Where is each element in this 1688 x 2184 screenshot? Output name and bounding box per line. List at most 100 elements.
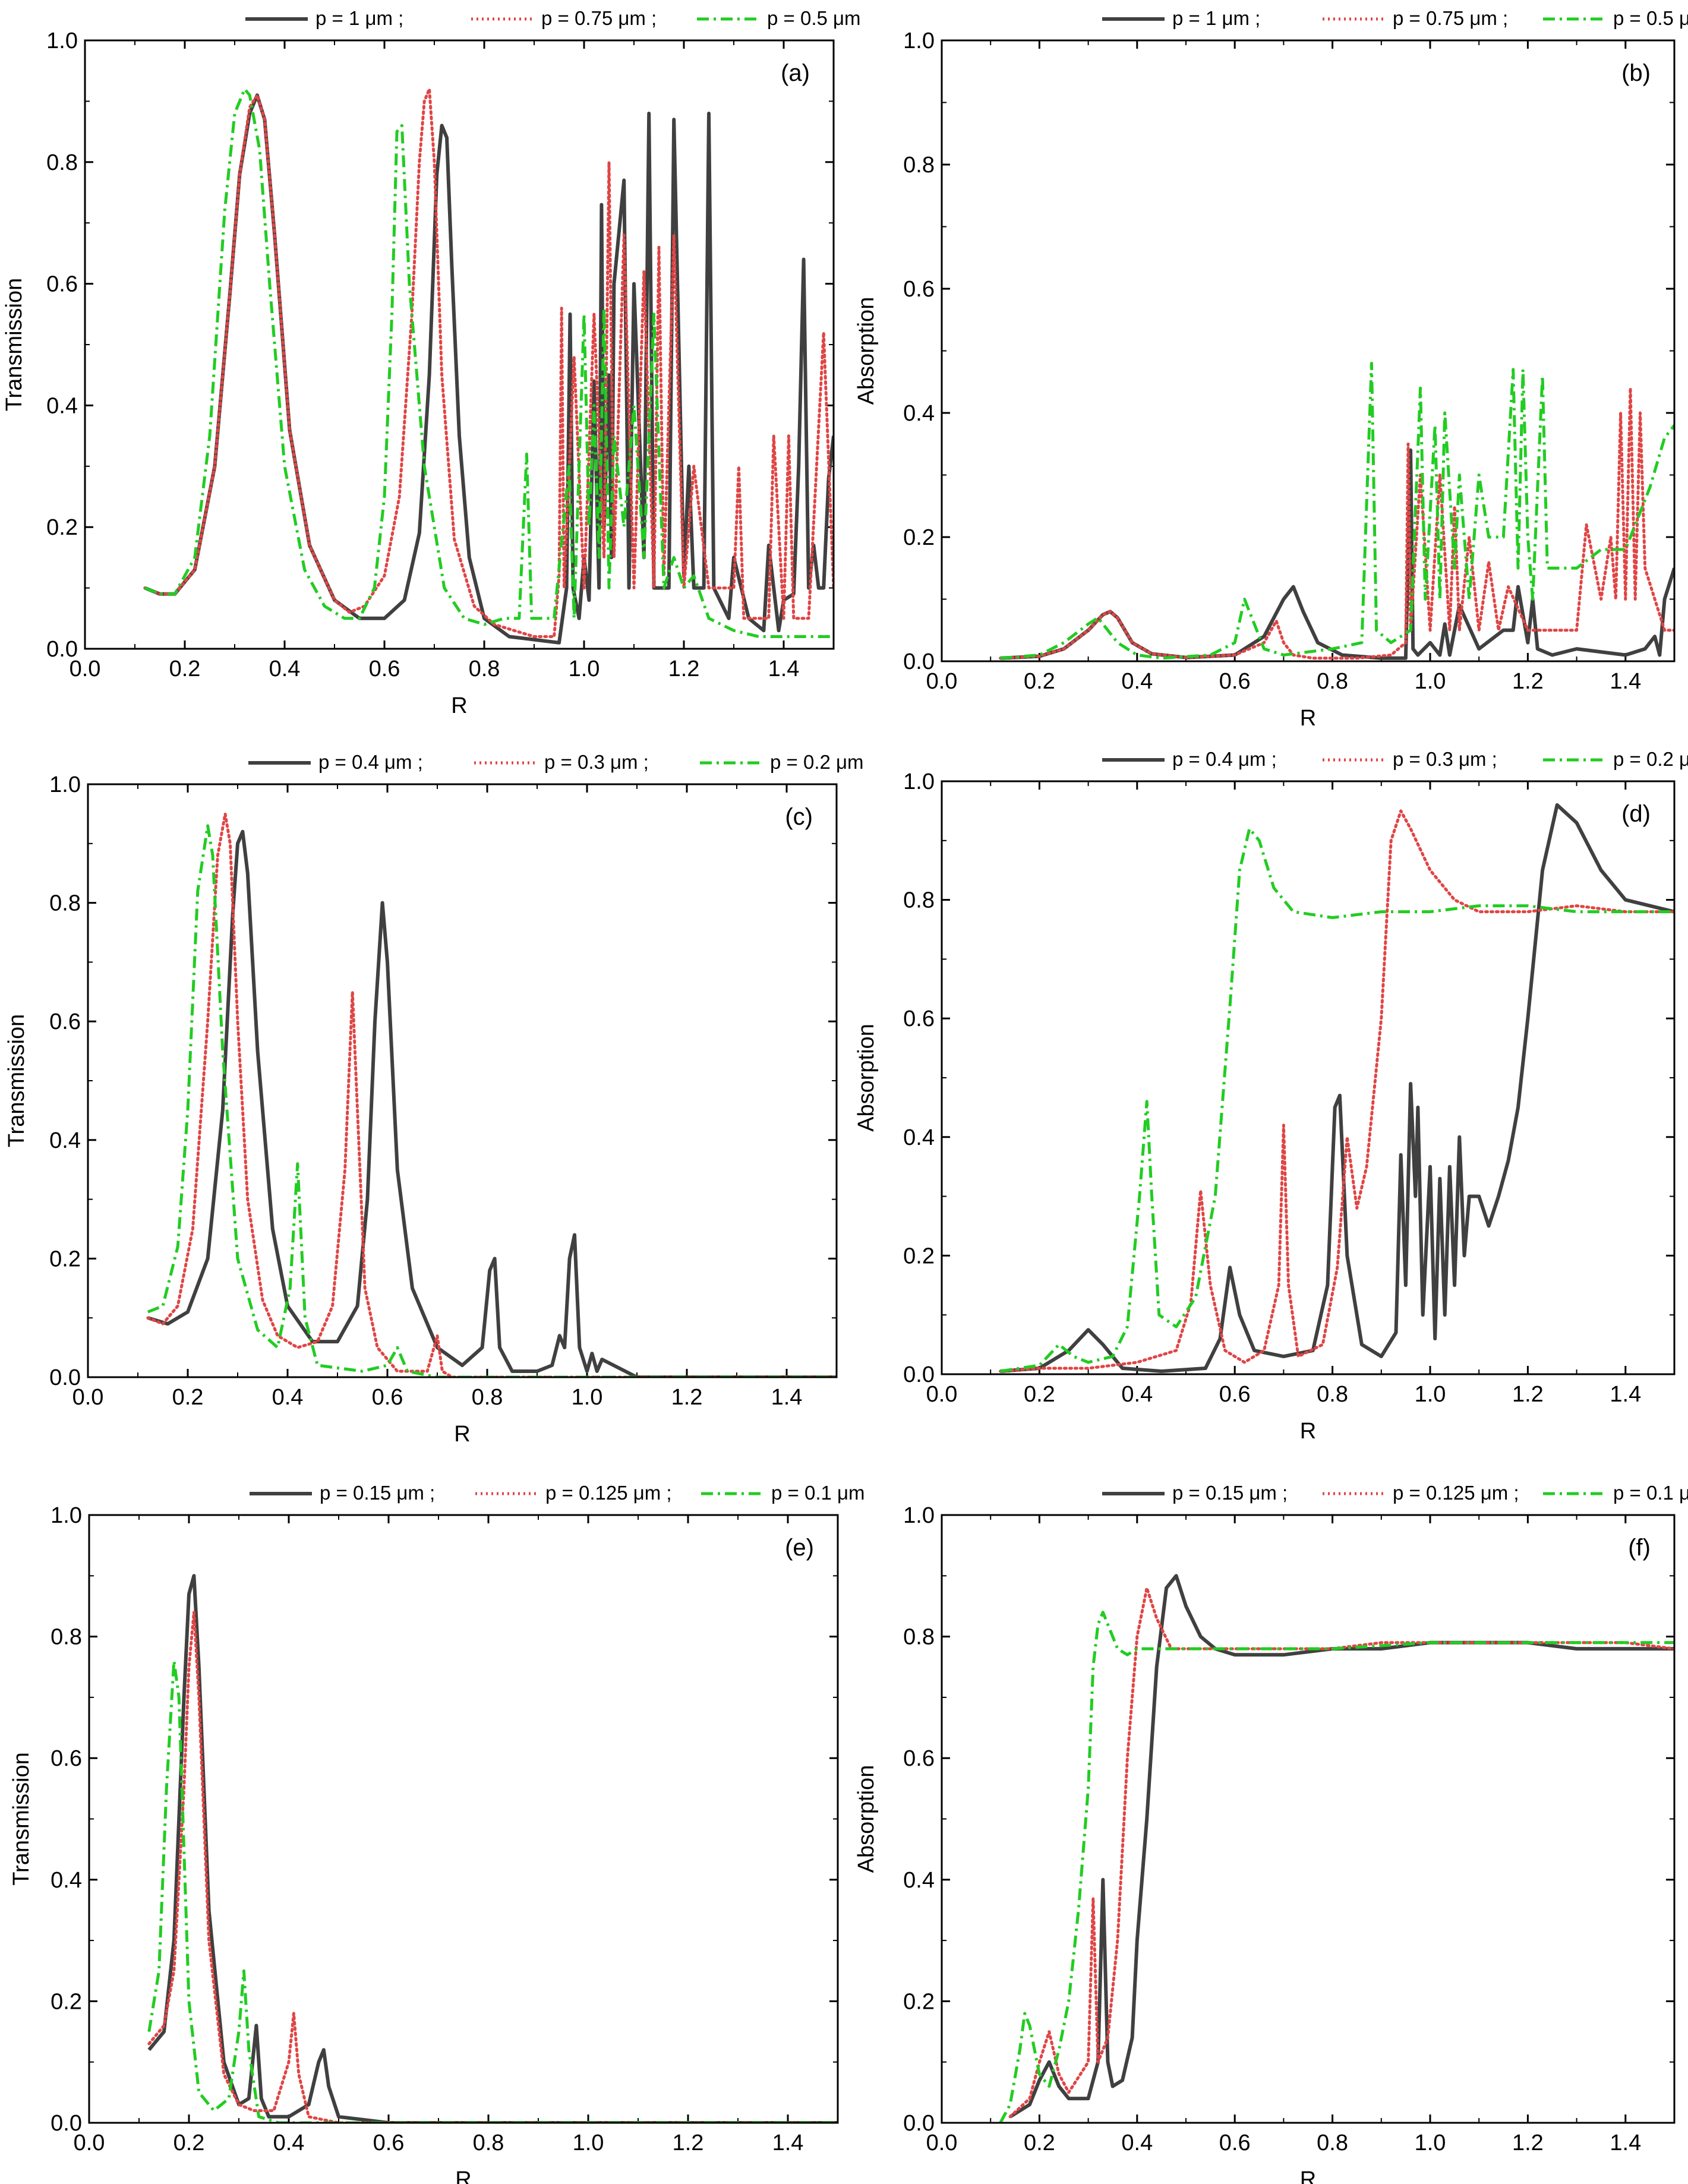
y-tick-label: 0.0 <box>46 637 78 662</box>
y-tick-label: 0.4 <box>903 1868 935 1893</box>
legend-label: p = 0.2 μm <box>770 751 864 773</box>
x-tick-label: 0.6 <box>372 1385 403 1410</box>
legend-label: p = 0.1 μm <box>1613 1482 1688 1504</box>
chart-panel: 0.0 0.2 0.4 0.6 0.8 1.0 1.2 1.4 0.0 0.2 0.4 0.6 0.8 1… <box>854 1482 1688 2184</box>
x-tick-label: 0.6 <box>1219 1382 1251 1407</box>
series-line <box>999 386 1674 660</box>
series-group <box>143 87 834 645</box>
x-tick-label: 0.4 <box>1121 669 1153 694</box>
x-tick-label: 1.2 <box>671 1385 703 1410</box>
y-axis-title: Absorption <box>854 1024 879 1132</box>
x-axis-title: R <box>451 693 467 718</box>
y-tick-label: 0.4 <box>51 1868 82 1893</box>
series-line <box>147 1659 838 2123</box>
series-group <box>147 1574 838 2123</box>
x-tick-label: 0.2 <box>172 1385 204 1410</box>
x-tick-label: 0.8 <box>472 1385 503 1410</box>
y-tick-label: 0.8 <box>903 888 935 913</box>
y-tick-label: 0.2 <box>49 1246 81 1271</box>
x-tick-label: 0.8 <box>473 2131 504 2155</box>
x-tick-label: 0.6 <box>373 2131 405 2155</box>
x-tick-label: 1.0 <box>1415 669 1446 694</box>
y-tick-label: 1.0 <box>51 1503 82 1528</box>
x-axis-title: R <box>1300 706 1316 731</box>
y-tick-label: 0.2 <box>903 525 935 550</box>
series-line <box>1009 1574 1674 2119</box>
panel-label: (e) <box>785 1535 814 1561</box>
y-tick-label: 0.4 <box>46 393 78 418</box>
y-tick-label: 1.0 <box>903 29 935 53</box>
legend-label: p = 0.75 μm ; <box>1393 7 1508 29</box>
series-line <box>1008 1586 1674 2119</box>
y-tick-label: 0.6 <box>903 1006 935 1031</box>
legend-label: p = 0.125 μm ; <box>1393 1482 1519 1504</box>
x-tick-label: 0.2 <box>1024 1382 1055 1407</box>
y-tick-label: 1.0 <box>903 769 935 794</box>
panel-label: (d) <box>1621 801 1651 827</box>
chart-panel: 0.0 0.2 0.4 0.6 0.8 1.0 1.2 1.4 0.0 0.2 0.4 0.6 0.8 1… <box>2 7 861 718</box>
y-tick-label: 1.0 <box>49 772 81 797</box>
x-tick-label: 0.8 <box>1317 1382 1348 1407</box>
legend-label: p = 0.15 μm ; <box>1172 1482 1288 1504</box>
x-tick-label: 0.2 <box>173 2131 205 2155</box>
chart-panel: 0.0 0.2 0.4 0.6 0.8 1.0 1.2 1.4 0.0 0.2 0.4 0.6 0.8 1… <box>4 751 864 1447</box>
panel-label: (f) <box>1628 1535 1651 1561</box>
panel-label: (b) <box>1621 60 1651 86</box>
y-tick-label: 0.0 <box>903 2111 935 2136</box>
y-tick-label: 0.2 <box>51 1989 82 2014</box>
legend-label: p = 0.5 μm <box>767 7 861 29</box>
x-tick-label: 0.8 <box>469 657 500 681</box>
y-tick-label: 0.0 <box>51 2111 82 2136</box>
legend-label: p = 0.125 μm ; <box>545 1482 672 1504</box>
x-tick-label: 0.0 <box>926 1382 958 1407</box>
y-tick-label: 0.6 <box>46 272 78 297</box>
series-line <box>144 93 834 645</box>
legend-label: p = 0.3 μm ; <box>544 751 649 773</box>
series-group <box>146 812 837 1377</box>
x-tick-label: 0.6 <box>1219 669 1251 694</box>
x-tick-label: 0.4 <box>269 657 301 681</box>
y-tick-label: 0.8 <box>903 153 935 178</box>
series-line <box>1000 803 1674 1373</box>
x-tick-label: 1.0 <box>1415 2131 1446 2155</box>
chart-panel: 0.0 0.2 0.4 0.6 0.8 1.0 1.2 1.4 0.0 0.2 0.4 0.6 0.8 1… <box>9 1482 865 2184</box>
y-tick-label: 0.2 <box>903 1244 935 1268</box>
plot-frame <box>84 39 835 650</box>
y-tick-label: 0.4 <box>903 401 935 426</box>
y-tick-label: 0.6 <box>903 1746 935 1771</box>
y-tick-label: 0.8 <box>51 1625 82 1650</box>
x-tick-label: 0.4 <box>1121 2131 1153 2155</box>
series-line <box>1000 448 1674 660</box>
legend-label: p = 0.2 μm <box>1613 748 1688 770</box>
y-axis-title: Transmission <box>4 1014 29 1148</box>
x-tick-label: 0.0 <box>70 657 101 681</box>
y-tick-label: 0.8 <box>903 1625 935 1650</box>
series-line <box>144 87 834 638</box>
x-tick-label: 1.4 <box>1610 669 1641 694</box>
x-tick-label: 1.0 <box>573 2131 604 2155</box>
plot-frame <box>88 1514 839 2124</box>
plot-frame <box>941 39 1676 662</box>
series-line <box>143 87 834 638</box>
legend-label: p = 0.75 μm ; <box>541 7 657 29</box>
x-tick-label: 1.4 <box>772 2131 804 2155</box>
series-line <box>146 812 837 1377</box>
x-axis-title: R <box>1300 2167 1316 2184</box>
legend-label: p = 0.5 μm <box>1613 7 1688 29</box>
x-tick-label: 0.0 <box>926 669 958 694</box>
series-group <box>999 1574 1674 2123</box>
x-tick-label: 1.0 <box>1415 1382 1446 1407</box>
y-tick-label: 0.6 <box>51 1746 82 1771</box>
legend-label: p = 0.3 μm ; <box>1393 748 1497 770</box>
x-tick-label: 1.2 <box>668 657 700 681</box>
series-line <box>147 829 837 1377</box>
x-tick-label: 1.4 <box>1610 1382 1641 1407</box>
y-axis-title: Transmission <box>9 1752 34 1886</box>
y-tick-label: 1.0 <box>903 1503 935 1528</box>
y-axis-title: Absorption <box>854 1765 879 1873</box>
y-tick-label: 0.0 <box>903 1362 935 1387</box>
x-tick-label: 1.2 <box>1512 1382 1544 1407</box>
y-tick-label: 0.0 <box>903 649 935 674</box>
x-tick-label: 0.0 <box>74 2131 105 2155</box>
